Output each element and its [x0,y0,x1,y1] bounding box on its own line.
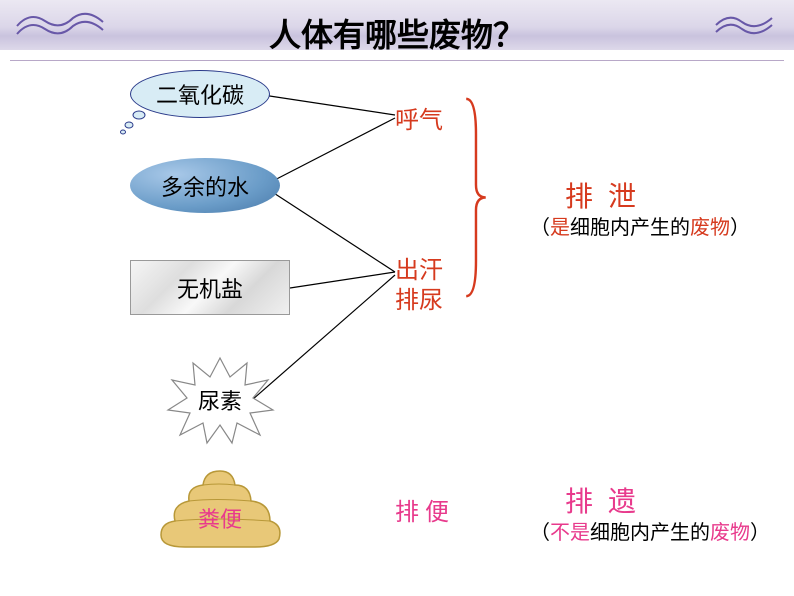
node-water: 多余的水 [130,158,280,213]
brace-excretion [460,95,490,300]
node-urea: 尿素 [165,355,275,445]
node-water-label: 多余的水 [161,170,249,202]
category-excretion-note: （是细胞内产生的废物） [530,215,680,241]
note-mid: 细胞内产生的 [570,217,690,239]
note-emphasis-1: 是 [550,217,570,239]
node-salt-label: 无机盐 [177,272,243,304]
note-emphasis-4: 废物 [710,522,750,544]
note-emphasis-2: 废物 [690,217,730,239]
output-breath: 呼气 [395,100,443,135]
node-salt: 无机盐 [130,260,290,315]
category-egestion-note: （不是细胞内产生的废物） [530,520,700,546]
note-paren-open-2: （ [530,522,550,544]
note-paren-open: （ [530,217,550,239]
node-feces-label: 粪便 [198,502,242,534]
output-defecate: 排 便 [395,492,449,527]
note-paren-close-2: ） [750,522,770,544]
page-title: 人体有哪些废物？ [0,10,794,56]
category-excretion-title: 排 泄 [565,175,640,215]
output-urine: 排尿 [395,280,443,315]
cloud-bubbles-icon [119,109,149,135]
node-co2: 二氧化碳 [130,70,270,118]
category-egestion-title: 排 遗 [565,480,640,520]
header-rule [10,60,784,61]
note-paren-close: ） [730,217,750,239]
note-mid-2: 细胞内产生的 [590,522,710,544]
node-feces: 粪便 [155,465,285,550]
node-urea-label: 尿素 [198,384,242,416]
note-emphasis-3: 不是 [550,522,590,544]
node-co2-label: 二氧化碳 [156,78,244,110]
